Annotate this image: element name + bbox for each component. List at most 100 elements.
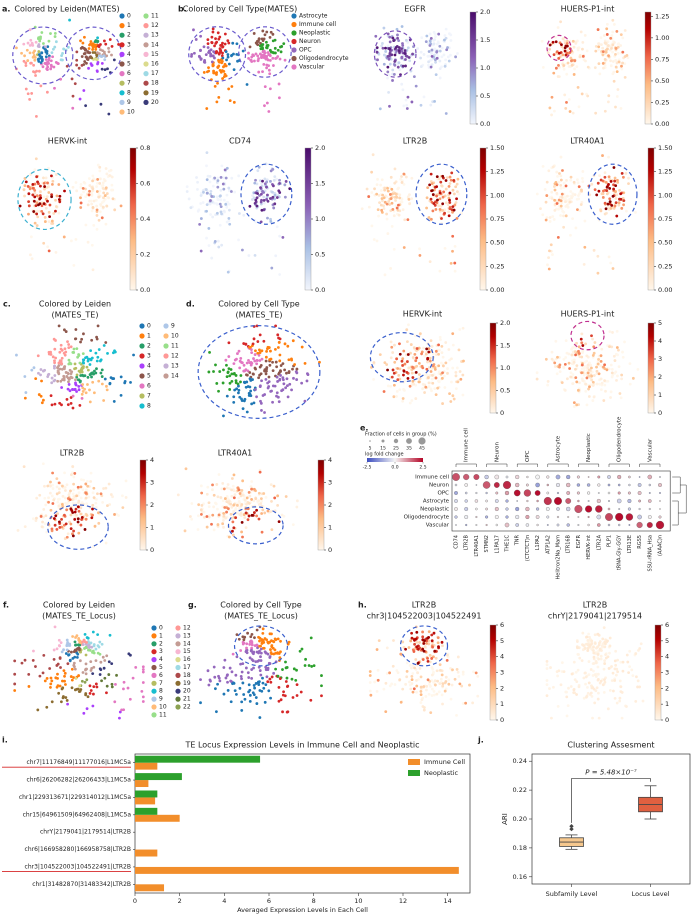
cell-dot <box>222 692 226 696</box>
cell-dot <box>574 367 577 371</box>
expression-dot <box>647 474 653 480</box>
cell-dot <box>65 64 69 68</box>
cell-dot <box>611 50 614 54</box>
expression-dot <box>454 491 458 495</box>
cell-dot <box>103 68 107 72</box>
cell-dot <box>43 220 47 223</box>
cell-dot <box>263 33 267 37</box>
cell-dot <box>53 31 57 35</box>
cell-dot <box>455 197 458 201</box>
cell-dot <box>250 348 253 352</box>
cell-dot <box>244 511 248 515</box>
cell-dot <box>82 89 86 92</box>
cell-dot <box>24 87 28 91</box>
cell-dot <box>95 185 98 188</box>
cell-dot <box>68 389 72 393</box>
cell-dot <box>448 191 452 195</box>
cell-dot <box>550 716 553 720</box>
bar <box>135 773 182 781</box>
y-tick-label: chr6|166958280|166958758|LTR2B <box>25 846 131 853</box>
column-label: LTR13E <box>627 535 633 553</box>
cell-dot <box>23 177 27 180</box>
cell-dot <box>123 379 127 383</box>
row-label: Neuron <box>429 483 449 489</box>
legend-label: 1 <box>159 632 163 639</box>
cell-dot <box>232 395 236 399</box>
cell-dot <box>242 399 246 403</box>
cell-dot <box>245 646 248 650</box>
legend-swatch <box>119 13 125 19</box>
cell-dot <box>71 394 75 398</box>
cell-dot <box>91 491 95 495</box>
cell-dot <box>99 203 102 206</box>
cell-dot <box>240 397 243 401</box>
cell-dot <box>44 514 48 518</box>
cell-dot <box>559 186 563 190</box>
cell-dot <box>292 667 296 671</box>
cell-dot <box>223 497 227 500</box>
cell-dot <box>589 363 593 367</box>
cell-dot <box>205 151 209 155</box>
cell-dot <box>102 191 106 195</box>
cell-dot <box>38 194 42 197</box>
cell-dot <box>263 182 267 186</box>
cell-dot <box>440 351 444 355</box>
cell-dot <box>83 632 87 636</box>
cell-dot <box>270 675 274 679</box>
cell-dot <box>43 522 47 526</box>
cell-dot <box>291 339 295 343</box>
legend-label: 5 <box>159 664 163 671</box>
cell-dot <box>293 363 297 366</box>
cell-dot <box>407 197 411 201</box>
cell-dot <box>63 537 67 540</box>
cell-dot <box>254 682 258 685</box>
cell-dot <box>587 374 591 378</box>
cell-dot <box>591 716 594 720</box>
cell-dot <box>71 94 75 98</box>
cell-dot <box>52 212 56 215</box>
expression-dot <box>576 483 581 487</box>
cell-dot <box>242 638 246 642</box>
cell-dot <box>426 678 430 682</box>
cell-dot <box>269 220 273 223</box>
cell-dot <box>610 367 614 371</box>
cell-dot <box>222 176 225 180</box>
cell-dot <box>257 353 261 357</box>
cell-dot <box>415 356 419 360</box>
group-bracket <box>639 463 661 467</box>
cell-dot <box>613 179 617 183</box>
cell-dot <box>427 642 431 646</box>
cell-dot <box>419 103 423 107</box>
cell-dot <box>417 678 420 681</box>
dendrogram <box>672 476 687 526</box>
cell-dot <box>606 202 610 206</box>
cell-dot <box>61 679 64 683</box>
expression-dot <box>543 497 552 505</box>
y-axis-label: ARI <box>501 813 509 825</box>
cell-dot <box>214 363 217 367</box>
cell-dot <box>40 525 44 529</box>
cell-dot <box>589 643 593 647</box>
cell-dot <box>63 496 67 500</box>
panel-title: LTR2B <box>60 449 84 458</box>
cell-dot <box>218 35 222 39</box>
cell-dot <box>275 225 279 229</box>
cell-dot <box>230 494 234 498</box>
highlight-circle <box>233 625 289 667</box>
cell-dot <box>599 388 603 391</box>
cell-dot <box>87 47 91 50</box>
cell-dot <box>269 357 273 361</box>
expression-dot <box>485 507 488 511</box>
cell-dot <box>619 107 623 110</box>
cell-dot <box>59 343 63 347</box>
cell-dot <box>582 373 586 377</box>
cell-dot <box>360 207 364 211</box>
cell-dot <box>236 382 240 386</box>
cell-dot <box>36 180 39 184</box>
cell-dot <box>94 501 98 505</box>
cell-dot <box>597 716 601 720</box>
cell-dot <box>578 55 582 59</box>
cell-dot <box>106 504 109 507</box>
cell-dot <box>100 67 104 71</box>
cell-dot <box>23 396 27 400</box>
